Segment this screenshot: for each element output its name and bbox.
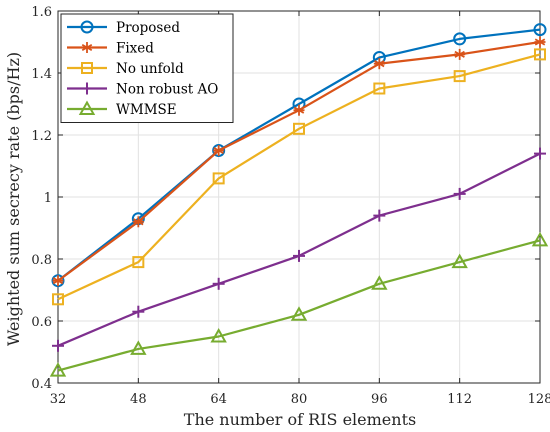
data-point-marker	[453, 70, 466, 83]
legend-marker	[81, 62, 93, 74]
data-point-marker	[52, 275, 64, 287]
legend-marker	[78, 100, 96, 115]
y-tick-label: 0.8	[31, 253, 52, 268]
legend-label: Fixed	[116, 41, 154, 57]
data-point-marker	[212, 172, 225, 185]
data-point-marker	[534, 147, 546, 160]
data-point-marker	[453, 32, 467, 46]
legend-marker	[81, 42, 93, 53]
data-series	[49, 23, 549, 377]
series-fixed	[52, 36, 546, 287]
y-tick-label: 1.4	[31, 67, 52, 82]
data-point-marker	[52, 339, 64, 352]
data-point-marker	[290, 306, 308, 321]
series-non-robust-ao	[52, 147, 546, 352]
x-tick-label: 128	[528, 392, 550, 407]
data-point-marker	[49, 362, 67, 377]
data-point-marker	[52, 293, 64, 306]
data-point-marker	[293, 104, 305, 116]
data-point-marker	[373, 58, 385, 70]
legend-label: WMMSE	[116, 102, 177, 118]
data-point-marker	[293, 122, 305, 135]
data-point-marker	[373, 209, 386, 222]
series-line	[57, 53, 541, 301]
axis-ticks: 32 48 64 80 96 112 128 0.4 0.6 0.8 1 1.2 1.4 1.6	[31, 5, 550, 407]
data-point-marker	[132, 256, 145, 269]
x-tick-label: 32	[50, 392, 67, 407]
data-point-marker	[454, 48, 466, 60]
legend-label: Proposed	[116, 20, 180, 36]
data-point-marker	[132, 305, 145, 318]
data-point-marker	[371, 275, 388, 290]
legend-item: Non robust AO	[67, 82, 218, 98]
data-point-marker	[132, 216, 144, 228]
y-tick-label: 0.4	[31, 377, 52, 392]
y-tick-label: 1	[44, 191, 52, 206]
series-line	[57, 239, 541, 372]
data-point-marker	[534, 36, 546, 48]
legend-marker	[81, 82, 93, 95]
y-tick-label: 0.6	[31, 315, 52, 330]
x-tick-label: 96	[371, 392, 388, 407]
legend-label: Non robust AO	[116, 82, 218, 98]
x-tick-label: 80	[291, 392, 308, 407]
y-tick-label: 1.6	[31, 5, 52, 20]
x-axis-label: The number of RIS elements	[184, 410, 416, 429]
legend-item: Fixed	[67, 41, 154, 57]
series-no-unfold	[52, 48, 546, 306]
x-tick-label: 64	[210, 392, 227, 407]
data-point-marker	[213, 145, 225, 156]
data-point-marker	[531, 231, 549, 247]
legend-marker	[80, 20, 94, 34]
legend-item: Proposed	[67, 20, 180, 36]
data-point-marker	[451, 253, 468, 269]
legend-item: No unfold	[67, 61, 184, 77]
data-point-marker	[130, 340, 147, 355]
y-axis-label: Weighted sum secrecy rate (bps/Hz)	[4, 52, 23, 346]
data-point-marker	[533, 23, 547, 37]
x-tick-label: 112	[447, 392, 472, 407]
y-tick-label: 1.2	[31, 129, 52, 144]
legend-item: WMMSE	[67, 100, 177, 118]
series-wmmse	[49, 231, 549, 377]
x-tick-label: 48	[130, 392, 147, 407]
data-point-marker	[293, 249, 305, 262]
data-point-marker	[534, 48, 546, 61]
data-point-marker	[210, 327, 227, 343]
data-point-marker	[212, 277, 225, 290]
legend-label: No unfold	[116, 61, 184, 77]
legend: Proposed Fixed No unfold Non robust AO WMMSE	[60, 13, 234, 123]
data-point-marker	[453, 187, 466, 200]
data-point-marker	[373, 82, 386, 95]
